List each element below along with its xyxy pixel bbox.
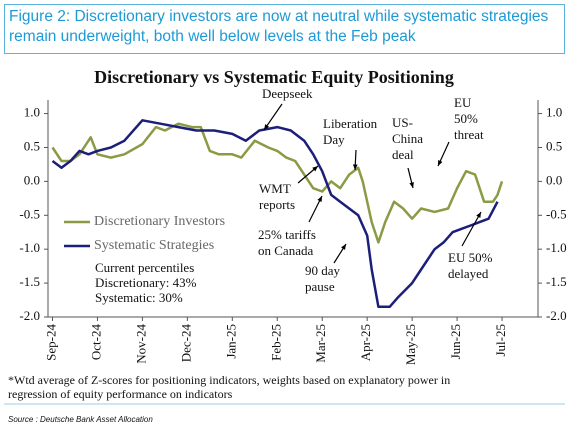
- annotation: delayed: [448, 266, 489, 281]
- x-tick-label: Jan-25: [223, 324, 238, 359]
- figure-caption: Figure 2: Discretionary investors are no…: [4, 4, 565, 54]
- y-tick-label: -1.5: [19, 274, 40, 289]
- arrow-head: [341, 244, 346, 250]
- x-tick-label: Feb-25: [268, 324, 283, 361]
- x-tick-label: Dec-24: [178, 324, 193, 363]
- annotation: threat: [454, 127, 484, 142]
- arrow-head: [264, 124, 270, 130]
- annotation-arrow: [461, 211, 482, 247]
- annotation: Liberation: [323, 116, 378, 131]
- y-tick-label: -0.5: [19, 206, 40, 221]
- x-tick-label: Nov-24: [133, 324, 148, 364]
- percentile-note: Systematic: 30%: [95, 290, 183, 305]
- x-tick-label: Apr-25: [358, 324, 373, 361]
- annotation: 25% tariffs: [258, 227, 316, 242]
- chart-title: Discretionary vs Systematic Equity Posit…: [94, 67, 454, 87]
- annotation: pause: [305, 279, 335, 294]
- x-tick-label: Oct-24: [88, 324, 103, 361]
- x-tick-label: Jun-25: [448, 324, 463, 359]
- footnote: regression of equity performance on indi…: [8, 387, 233, 401]
- y2-tick-label: -1.5: [546, 274, 567, 289]
- annotation: EU 50%: [448, 250, 493, 265]
- arrow-head: [409, 182, 414, 188]
- y-tick-label: 1.0: [24, 105, 40, 120]
- y-tick-label: -2.0: [19, 308, 40, 323]
- y2-tick-label: -1.0: [546, 240, 567, 255]
- footnote: *Wtd average of Z-scores for positioning…: [8, 373, 450, 387]
- x-tick-label: Mar-25: [313, 324, 328, 363]
- series-line: [51, 119, 499, 309]
- annotation: 50%: [454, 111, 478, 126]
- source: Source : Deutsche Bank Asset Allocation: [8, 415, 153, 424]
- percentile-note: Current percentiles: [95, 260, 194, 275]
- x-tick-label: Jul-25: [493, 324, 508, 357]
- arrow-head: [438, 160, 443, 166]
- y-tick-label: 0.0: [24, 172, 40, 187]
- annotation: EU: [454, 95, 472, 110]
- annotation: deal: [392, 147, 414, 162]
- annotation: 90 day: [305, 263, 341, 278]
- annotation: US-: [392, 115, 413, 130]
- annotation: reports: [259, 197, 295, 212]
- annotation: China: [392, 131, 423, 146]
- percentile-note: Discretionary: 43%: [95, 275, 197, 290]
- annotation: Day: [323, 132, 345, 147]
- arrow-head: [352, 164, 358, 170]
- annotation: Deepseek: [262, 86, 313, 101]
- annotation: WMT: [259, 181, 291, 196]
- arrow-head: [476, 212, 481, 218]
- annotation: on Canada: [258, 243, 313, 258]
- series-line: [51, 122, 504, 244]
- legend-label: Discretionary Investors: [94, 214, 225, 229]
- y2-tick-label: 0.5: [546, 138, 562, 153]
- y2-tick-label: 0.0: [546, 172, 562, 187]
- arrow-head: [317, 196, 322, 202]
- y-tick-label: -1.0: [19, 240, 40, 255]
- x-tick-label: Sep-24: [43, 324, 58, 361]
- arrow-head: [312, 166, 318, 172]
- y2-tick-label: 1.0: [546, 105, 562, 120]
- x-tick-label: May-25: [403, 324, 418, 365]
- legend-label: Systematic Strategies: [94, 238, 214, 253]
- y-tick-label: 0.5: [24, 138, 40, 153]
- y2-tick-label: -0.5: [546, 206, 567, 221]
- y2-tick-label: -2.0: [546, 308, 567, 323]
